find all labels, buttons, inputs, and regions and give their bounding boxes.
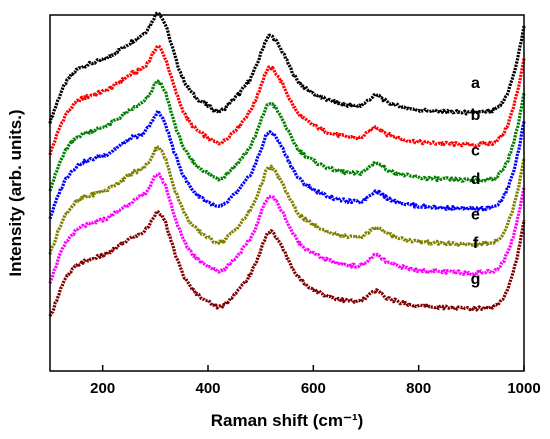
series-f: [48, 171, 526, 284]
series-d: [48, 109, 526, 220]
x-tick-label: 200: [90, 380, 115, 397]
series-line-b: [48, 44, 526, 156]
series-line-c: [48, 79, 526, 192]
plot-frame: [49, 14, 525, 372]
x-tick-label: 600: [301, 380, 326, 397]
series-label-a: a: [471, 75, 480, 92]
y-axis-title: Intensity (arb. units.): [6, 109, 25, 276]
series-label-f: f: [473, 235, 479, 252]
series-line-g: [48, 209, 526, 317]
x-tick-label: 400: [195, 380, 220, 397]
series-label-b: b: [471, 107, 481, 124]
series-line-f: [48, 171, 526, 284]
series-line-e: [48, 145, 526, 255]
series-label-layer: g fe dc ba: [471, 75, 481, 288]
series-label-c: c: [471, 143, 480, 160]
series-label-g: g: [471, 271, 481, 288]
x-tick-label: 1000: [507, 380, 540, 397]
series-g: [48, 209, 526, 317]
series-layer: [48, 11, 526, 317]
series-b: [48, 44, 526, 156]
x-tick-layer: 200 400 600 800 1000: [90, 365, 541, 397]
series-a: [48, 11, 526, 124]
x-tick-label: 800: [406, 380, 431, 397]
x-axis-title: Raman shift (cm⁻¹): [211, 411, 364, 430]
series-line-d: [48, 109, 526, 220]
series-c: [48, 79, 526, 192]
series-label-e: e: [471, 207, 480, 224]
series-line-a: [48, 11, 526, 124]
series-e: [48, 145, 526, 255]
series-label-d: d: [471, 171, 481, 188]
